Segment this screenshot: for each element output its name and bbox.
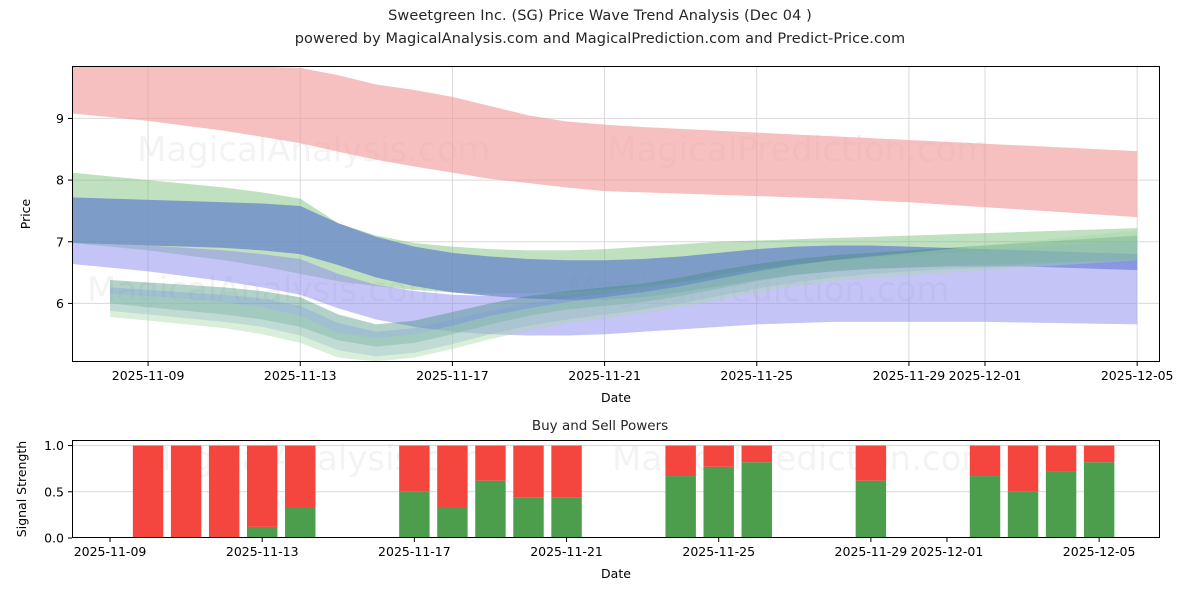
svg-text:2025-12-05: 2025-12-05: [1063, 544, 1136, 559]
svg-text:2025-11-17: 2025-11-17: [416, 368, 489, 383]
svg-text:2025-11-25: 2025-11-25: [682, 544, 755, 559]
svg-text:2025-11-13: 2025-11-13: [264, 368, 337, 383]
buy-sell-axes: 0.0 0.5 1.0 2025-11-09 2025-11-13 2025-11-17 2…: [14, 438, 1136, 581]
svg-text:2025-11-09: 2025-11-09: [112, 368, 185, 383]
svg-text:2025-11-25: 2025-11-25: [720, 368, 793, 383]
buy-sell-plot: MagicalAnalysis.comMagicalPrediction.com: [72, 440, 1160, 538]
svg-text:2025-11-17: 2025-11-17: [378, 544, 451, 559]
svg-text:2025-11-09: 2025-11-09: [74, 544, 147, 559]
svg-text:2025-11-21: 2025-11-21: [568, 368, 641, 383]
page-subtitle: powered by MagicalAnalysis.com and Magic…: [294, 31, 906, 47]
svg-text:7: 7: [56, 234, 64, 249]
svg-text:2025-12-01: 2025-12-01: [949, 368, 1022, 383]
page-title: Sweetgreen Inc. (SG) Price Wave Trend An…: [388, 8, 812, 24]
svg-text:0.0: 0.0: [44, 531, 64, 546]
svg-text:2025-12-01: 2025-12-01: [911, 544, 984, 559]
svg-text:1.0: 1.0: [44, 438, 64, 453]
svg-text:Price: Price: [18, 198, 33, 229]
buy-sell-chart: MagicalAnalysis.comMagicalPrediction.com: [72, 440, 1160, 538]
price-wave-plot: MagicalAnalysis.comMagicalPrediction.com…: [72, 66, 1160, 362]
svg-text:2025-11-29: 2025-11-29: [873, 368, 946, 383]
svg-text:Date: Date: [601, 390, 631, 405]
svg-text:8: 8: [56, 173, 64, 188]
svg-text:2025-11-13: 2025-11-13: [226, 544, 299, 559]
svg-text:9: 9: [56, 111, 64, 126]
svg-text:Date: Date: [601, 566, 631, 581]
buy-sell-title: Buy and Sell Powers: [531, 418, 669, 434]
svg-text:2025-11-29: 2025-11-29: [835, 544, 908, 559]
svg-text:2025-11-21: 2025-11-21: [530, 544, 603, 559]
price-wave-chart: MagicalAnalysis.comMagicalPrediction.com…: [72, 66, 1160, 362]
svg-text:0.5: 0.5: [44, 484, 64, 499]
svg-text:2025-12-05: 2025-12-05: [1101, 368, 1174, 383]
price-axes: 6 7 8 9 2025-11-09 2025-11-13 2025-11-17 2025-1…: [18, 111, 1174, 405]
svg-text:6: 6: [56, 296, 64, 311]
svg-text:Signal Strength: Signal Strength: [14, 441, 29, 537]
